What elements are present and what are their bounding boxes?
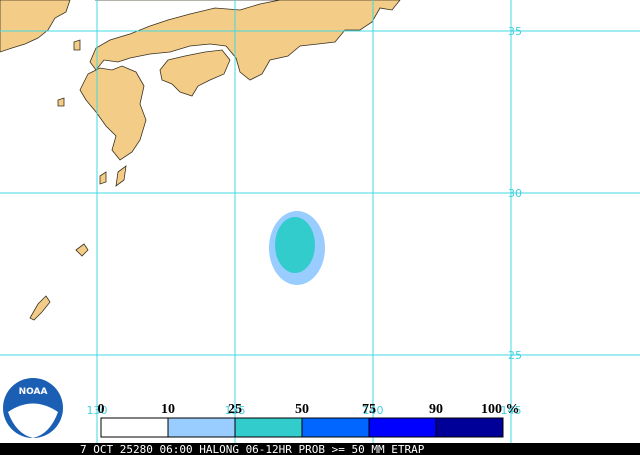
legend: 0 10 25 50 75 90 100 % bbox=[98, 402, 520, 438]
legend-swatch bbox=[301, 417, 370, 438]
korea bbox=[0, 0, 71, 53]
legend-swatch bbox=[100, 417, 169, 438]
logo-wave bbox=[8, 403, 58, 438]
shikoku bbox=[159, 49, 231, 97]
island bbox=[99, 171, 107, 185]
island bbox=[75, 243, 89, 257]
island bbox=[73, 39, 81, 51]
legend-swatch bbox=[167, 417, 236, 438]
legend-label: 75 bbox=[362, 402, 376, 417]
latitude-label: 25 bbox=[508, 349, 522, 362]
legend-label: 25 bbox=[228, 402, 242, 417]
prob-25 bbox=[275, 217, 315, 273]
logo: NOAA bbox=[3, 378, 63, 438]
grid: 35 30 25 130 135 140 145 bbox=[0, 0, 640, 443]
longitude-label: 130 bbox=[87, 404, 108, 417]
legend-swatch bbox=[435, 417, 504, 438]
longitude-label: 135 bbox=[225, 404, 246, 417]
legend-swatch bbox=[368, 417, 437, 438]
logo-text: NOAA bbox=[19, 387, 48, 397]
legend-label: 90 bbox=[429, 402, 443, 417]
latitude-label: 30 bbox=[508, 187, 522, 200]
legend-label: 50 bbox=[295, 402, 309, 417]
island bbox=[115, 165, 127, 187]
legend-swatch bbox=[234, 417, 303, 438]
legend-label: 100 % bbox=[481, 402, 520, 417]
land bbox=[0, 0, 401, 321]
caption: 7 OCT 25280 06:00 HALONG 06-12HR PROB >=… bbox=[80, 443, 425, 455]
legend-label: 0 bbox=[98, 402, 105, 417]
rain-probability bbox=[269, 211, 325, 285]
kyushu bbox=[79, 65, 147, 161]
island bbox=[57, 97, 65, 107]
longitude-label: 140 bbox=[363, 404, 384, 417]
longitude-label: 145 bbox=[501, 404, 522, 417]
caption-bar bbox=[0, 443, 640, 455]
island bbox=[29, 295, 51, 321]
legend-label: 10 bbox=[161, 402, 175, 417]
honshu bbox=[89, 0, 401, 81]
latitude-label: 35 bbox=[508, 25, 522, 38]
